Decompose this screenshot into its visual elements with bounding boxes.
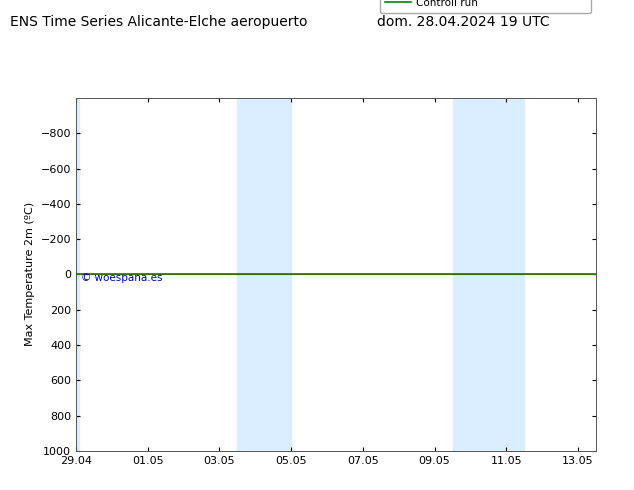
Bar — [241, 98, 250, 451]
Bar — [453, 98, 524, 451]
Legend: min/max, Desviaci acute;n est  acute;ndar, Ensemble mean run, Controll run: min/max, Desviaci acute;n est acute;ndar… — [380, 0, 591, 13]
Text: ENS Time Series Alicante-Elche aeropuerto: ENS Time Series Alicante-Elche aeropuert… — [10, 15, 307, 29]
Bar — [237, 98, 291, 451]
Text: © woespana.es: © woespana.es — [81, 272, 163, 283]
Bar — [456, 98, 467, 451]
Bar — [261, 98, 288, 451]
Y-axis label: Max Temperature 2m (ºC): Max Temperature 2m (ºC) — [25, 202, 35, 346]
Bar — [76, 98, 79, 451]
Bar — [474, 98, 521, 451]
Text: dom. 28.04.2024 19 UTC: dom. 28.04.2024 19 UTC — [377, 15, 549, 29]
